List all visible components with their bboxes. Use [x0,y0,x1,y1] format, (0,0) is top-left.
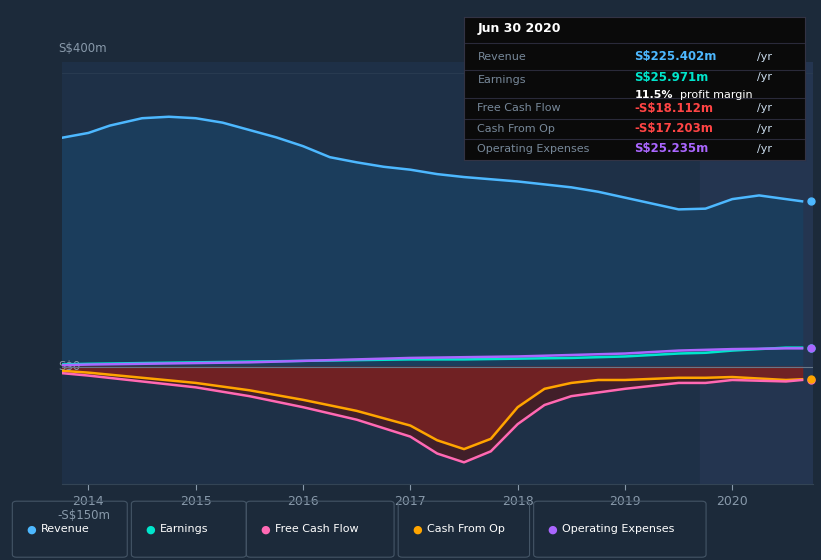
Text: /yr: /yr [757,72,772,82]
Text: /yr: /yr [757,144,772,154]
Text: Operating Expenses: Operating Expenses [478,144,589,154]
Bar [700,62,821,484]
Text: /yr: /yr [757,124,772,134]
Text: Revenue: Revenue [478,52,526,62]
Text: -S$17.203m: -S$17.203m [635,123,713,136]
Text: Cash From Op: Cash From Op [478,124,555,134]
Text: -S$150m: -S$150m [57,508,111,521]
Text: ●: ● [26,524,36,534]
Text: ●: ● [548,524,557,534]
Text: 11.5%: 11.5% [635,90,672,100]
Text: Revenue: Revenue [41,524,89,534]
Text: S$0: S$0 [57,360,80,374]
Text: Earnings: Earnings [478,76,526,85]
Text: /yr: /yr [757,103,772,113]
Text: Free Cash Flow: Free Cash Flow [275,524,359,534]
Text: -S$18.112m: -S$18.112m [635,102,713,115]
Text: Cash From Op: Cash From Op [427,524,505,534]
Text: S$225.402m: S$225.402m [635,50,717,63]
Text: profit margin: profit margin [681,90,753,100]
Text: S$400m: S$400m [57,42,107,55]
Text: S$25.235m: S$25.235m [635,142,709,155]
Text: ●: ● [145,524,155,534]
Text: Operating Expenses: Operating Expenses [562,524,675,534]
Text: ●: ● [260,524,270,534]
Text: ●: ● [412,524,422,534]
Text: /yr: /yr [757,52,772,62]
Text: Jun 30 2020: Jun 30 2020 [478,22,561,35]
Text: Free Cash Flow: Free Cash Flow [478,103,561,113]
Text: S$25.971m: S$25.971m [635,71,709,84]
Text: Earnings: Earnings [160,524,209,534]
